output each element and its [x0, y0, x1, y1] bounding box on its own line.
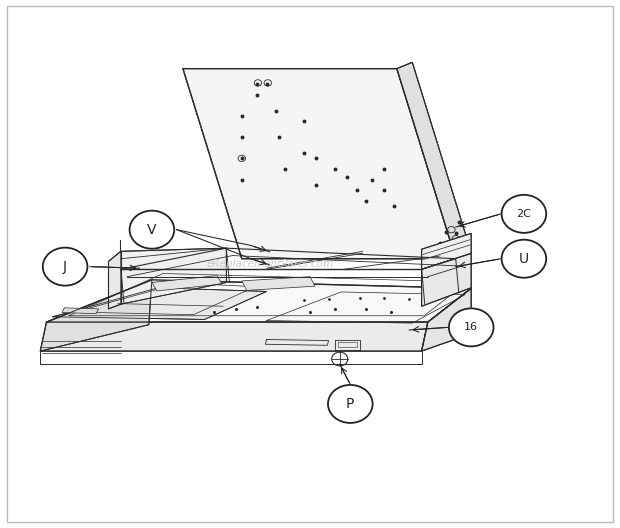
- Text: P: P: [346, 397, 355, 411]
- Polygon shape: [422, 253, 471, 306]
- Polygon shape: [242, 277, 315, 290]
- Text: J: J: [63, 260, 67, 274]
- Text: eReplacementParts.com: eReplacementParts.com: [206, 259, 334, 269]
- Text: 16: 16: [464, 323, 478, 332]
- Polygon shape: [53, 288, 267, 319]
- Circle shape: [43, 248, 87, 286]
- Text: V: V: [147, 223, 157, 237]
- Polygon shape: [422, 233, 471, 269]
- Polygon shape: [40, 322, 428, 351]
- Polygon shape: [152, 276, 222, 291]
- Circle shape: [449, 308, 494, 346]
- Polygon shape: [183, 69, 456, 259]
- Polygon shape: [46, 280, 471, 322]
- Circle shape: [502, 195, 546, 233]
- Polygon shape: [40, 280, 152, 351]
- Polygon shape: [422, 288, 471, 351]
- Text: 2C: 2C: [516, 209, 531, 219]
- Polygon shape: [62, 308, 99, 314]
- Circle shape: [130, 211, 174, 249]
- Text: U: U: [519, 252, 529, 266]
- Polygon shape: [108, 251, 121, 309]
- Polygon shape: [121, 248, 226, 304]
- Circle shape: [502, 240, 546, 278]
- Circle shape: [328, 385, 373, 423]
- Polygon shape: [397, 62, 471, 259]
